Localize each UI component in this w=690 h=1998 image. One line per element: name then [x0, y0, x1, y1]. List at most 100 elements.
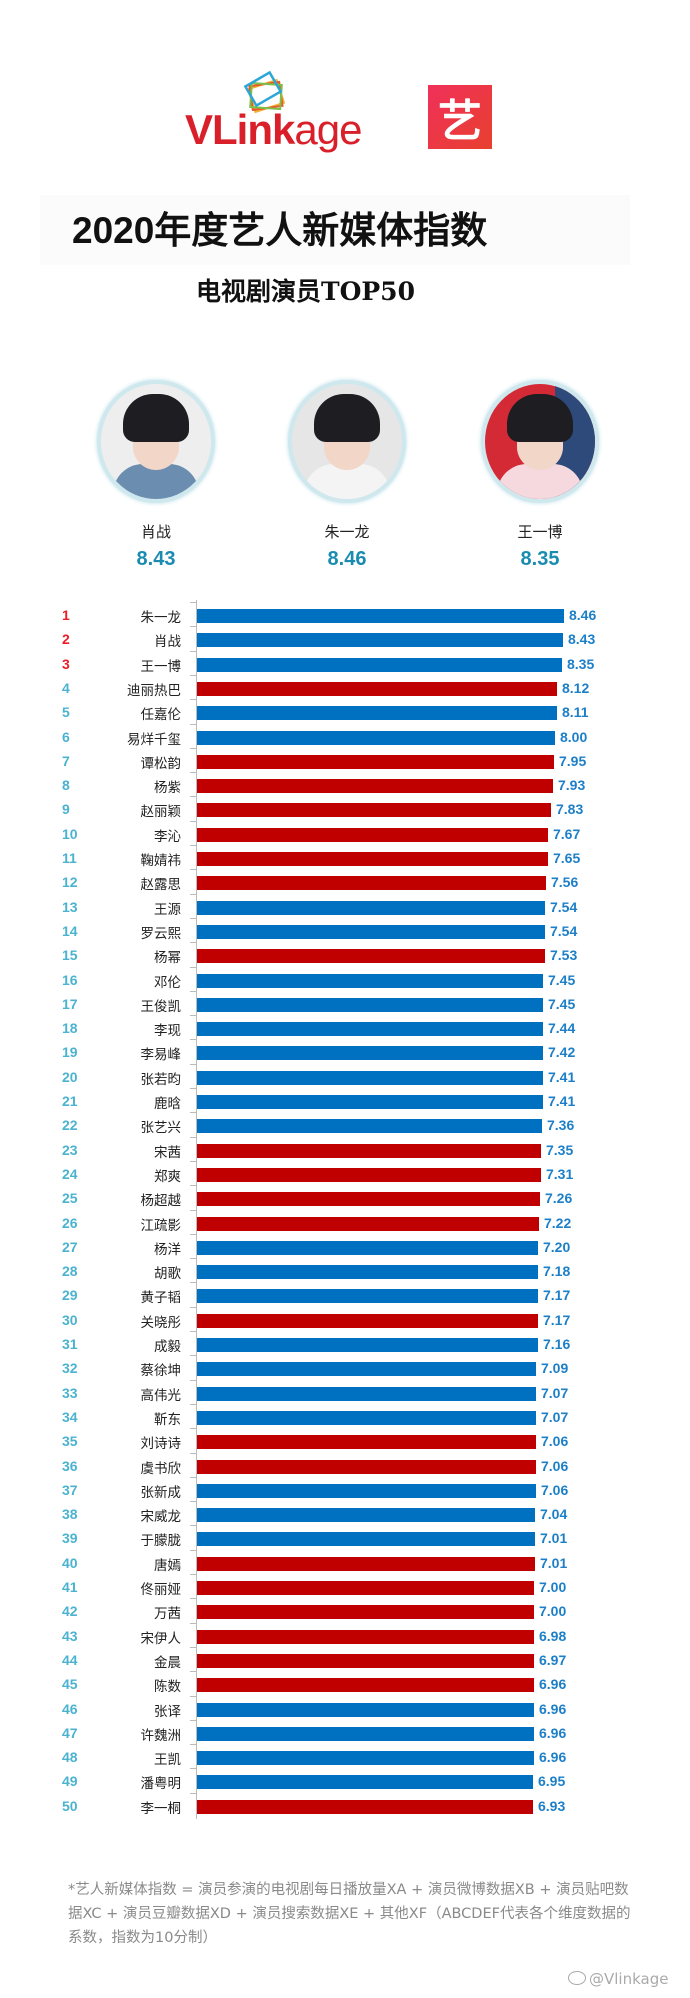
score-label: 7.42: [548, 1044, 576, 1061]
rank-number: 7: [62, 752, 70, 769]
actor-name: 张译: [154, 1703, 181, 1720]
actor-name: 刘诗诗: [140, 1436, 182, 1453]
actor-name: 宋伊人: [140, 1630, 182, 1647]
axis-tick: [190, 723, 196, 725]
score-bar: [197, 681, 557, 696]
podium-score: 8.43: [136, 548, 176, 570]
axis-tick: [190, 1136, 196, 1138]
score-label: 7.00: [539, 1603, 567, 1620]
rank-number: 15: [62, 947, 78, 964]
score-bar: [197, 1751, 534, 1766]
score-label: 7.93: [558, 777, 586, 794]
actor-name: 任嘉伦: [140, 707, 182, 724]
chart-row: 39 于朦胧 7.01: [0, 1525, 690, 1551]
score-bar: [197, 657, 562, 672]
axis-tick: [190, 1476, 196, 1478]
rank-number: 32: [62, 1360, 78, 1377]
actor-name: 万茜: [154, 1606, 181, 1623]
axis-tick: [190, 1646, 196, 1648]
score-label: 8.00: [560, 728, 588, 745]
score-bar: [197, 1216, 539, 1231]
score-label: 7.09: [541, 1360, 569, 1377]
chart-row: 42 万茜 7.00: [0, 1598, 690, 1624]
score-bar: [197, 633, 563, 648]
axis-tick: [190, 699, 196, 701]
score-label: 7.45: [548, 971, 576, 988]
actor-name: 王源: [154, 901, 181, 918]
axis-tick: [190, 942, 196, 944]
axis-tick: [190, 1112, 196, 1114]
actor-name: 杨洋: [154, 1241, 181, 1258]
chart-row: 25 杨超越 7.26: [0, 1185, 690, 1211]
podium-score: 8.46: [327, 548, 367, 570]
score-label: 7.54: [550, 922, 578, 939]
actor-name: 成毅: [154, 1339, 181, 1355]
actor-name: 许魏洲: [140, 1727, 182, 1744]
chart-row: 36 虞书欣 7.06: [0, 1452, 690, 1479]
score-label: 6.96: [539, 1724, 567, 1741]
chart-row: 12 赵露思 7.56: [0, 869, 690, 895]
chart-row: 47 许魏洲 6.96: [0, 1719, 690, 1746]
chart-row: 3 王一博 8.35: [0, 650, 690, 677]
score-label: 7.06: [541, 1481, 569, 1498]
actor-name: 金晨: [154, 1654, 181, 1671]
chart-row: 40 唐嫣 7.01: [0, 1549, 690, 1576]
rank-number: 45: [62, 1676, 78, 1693]
rank-number: 3: [62, 655, 70, 672]
axis-tick: [190, 1452, 196, 1454]
score-label: 8.11: [562, 704, 589, 721]
score-bar: [197, 1022, 543, 1037]
rank-number: 49: [62, 1773, 78, 1790]
score-bar: [197, 876, 546, 891]
axis-tick: [190, 650, 196, 652]
score-bar: [197, 609, 564, 623]
score-label: 6.98: [539, 1627, 567, 1644]
rank-number: 23: [62, 1141, 78, 1158]
chart-row: 48 王凯 6.96: [0, 1744, 690, 1770]
score-label: 7.16: [543, 1336, 571, 1352]
axis-tick: [190, 1768, 196, 1770]
axis-tick: [190, 893, 196, 895]
rank-number: 37: [62, 1481, 78, 1498]
axis-tick: [190, 1355, 196, 1357]
title-background: [40, 195, 630, 265]
score-bar: [197, 706, 557, 721]
rank-number: 24: [62, 1165, 78, 1182]
chart-row: 19 李易峰 7.42: [0, 1039, 690, 1065]
chart-row: 34 靳东 7.07: [0, 1403, 690, 1430]
axis-tick: [190, 1233, 196, 1235]
score-bar: [197, 1070, 543, 1085]
axis-tick: [190, 674, 196, 676]
rank-number: 46: [62, 1700, 78, 1717]
rank-number: 36: [62, 1457, 78, 1474]
rank-number: 4: [62, 679, 70, 696]
axis-tick: [190, 1428, 196, 1430]
axis-tick: [190, 1695, 196, 1697]
score-bar: [197, 1799, 533, 1814]
rank-number: 26: [62, 1214, 78, 1231]
chart-row: 46 张译 6.96: [0, 1695, 690, 1722]
score-label: 7.06: [541, 1433, 569, 1450]
actor-name: 张若昀: [140, 1071, 182, 1088]
score-bar: [197, 1775, 533, 1790]
rank-number: 16: [62, 971, 78, 988]
axis-tick: [190, 1258, 196, 1260]
score-label: 7.18: [543, 1263, 571, 1280]
vlinkage-wordmark: VLinkage: [185, 106, 362, 153]
actor-name: 鹿晗: [154, 1096, 181, 1112]
actor-name: 宋威龙: [140, 1509, 182, 1526]
score-label: 7.44: [548, 1020, 576, 1037]
axis-tick: [190, 1792, 196, 1794]
score-label: 6.95: [538, 1773, 566, 1790]
podium-name: 王一博: [517, 523, 563, 541]
axis-tick: [190, 747, 196, 749]
iqiyi-yi-badge: 艺: [428, 85, 492, 149]
podium-center: 朱一龙 8.46: [287, 380, 407, 571]
rank-number: 8: [62, 777, 70, 794]
axis-tick: [190, 1549, 196, 1551]
podium-left: 肖战 8.43: [96, 380, 216, 571]
actor-name: 赵丽颖: [140, 804, 182, 821]
score-label: 7.45: [548, 995, 576, 1012]
score-bar: [197, 973, 543, 988]
actor-name: 于朦胧: [140, 1533, 182, 1550]
